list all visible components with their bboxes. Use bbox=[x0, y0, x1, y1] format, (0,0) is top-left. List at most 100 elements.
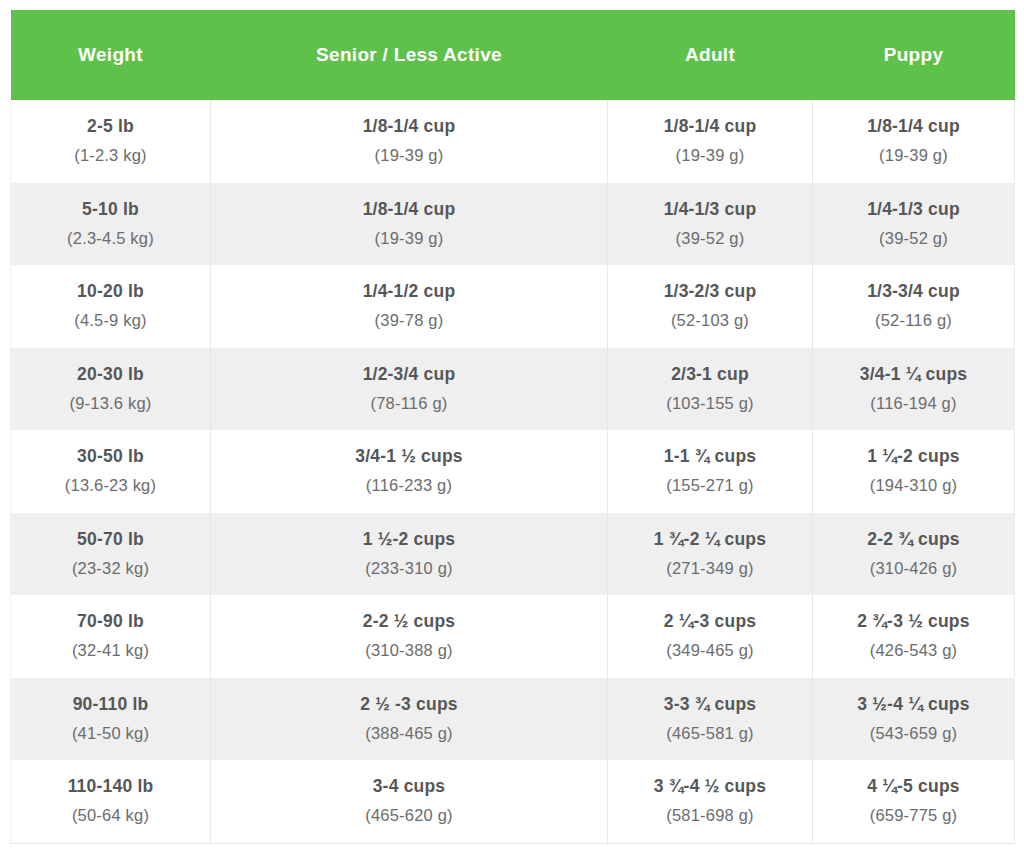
adult-cups: 1/8-1/4 cup bbox=[608, 116, 812, 137]
header-adult: Adult bbox=[608, 10, 813, 100]
header-puppy: Puppy bbox=[813, 10, 1015, 100]
adult-cups: 1 ¾-2 ¼ cups bbox=[608, 529, 812, 550]
senior-grams: (465-620 g) bbox=[211, 806, 607, 826]
cell-puppy-amount: 2-2 ¾ cups (310-426 g) bbox=[813, 513, 1015, 596]
adult-grams: (155-271 g) bbox=[608, 476, 812, 496]
adult-grams: (19-39 g) bbox=[608, 146, 812, 166]
weight-range-lb: 10-20 lb bbox=[11, 281, 210, 302]
puppy-cups: 4 ¼-5 cups bbox=[813, 776, 1014, 797]
cell-puppy-amount: 4 ¼-5 cups (659-775 g) bbox=[813, 760, 1015, 843]
cell-weight: 110-140 lb (50-64 kg) bbox=[11, 760, 211, 843]
senior-cups: 1 ½-2 cups bbox=[211, 529, 607, 550]
weight-range-kg: (9-13.6 kg) bbox=[11, 394, 210, 414]
puppy-grams: (310-426 g) bbox=[813, 559, 1014, 579]
cell-weight: 5-10 lb (2.3-4.5 kg) bbox=[11, 183, 211, 266]
senior-cups: 1/8-1/4 cup bbox=[211, 199, 607, 220]
adult-grams: (103-155 g) bbox=[608, 394, 812, 414]
weight-range-lb: 50-70 lb bbox=[11, 529, 210, 550]
cell-adult-amount: 1/4-1/3 cup (39-52 g) bbox=[608, 183, 813, 266]
puppy-grams: (19-39 g) bbox=[813, 146, 1014, 166]
senior-grams: (116-233 g) bbox=[211, 476, 607, 496]
table-row: 70-90 lb (32-41 kg) 2-2 ½ cups (310-388 … bbox=[11, 595, 1015, 678]
adult-cups: 1/3-2/3 cup bbox=[608, 281, 812, 302]
table-header: Weight Senior / Less Active Adult Puppy bbox=[11, 10, 1015, 100]
table-row: 5-10 lb (2.3-4.5 kg) 1/8-1/4 cup (19-39 … bbox=[11, 183, 1015, 266]
weight-range-kg: (1-2.3 kg) bbox=[11, 146, 210, 166]
cell-weight: 20-30 lb (9-13.6 kg) bbox=[11, 348, 211, 431]
weight-range-kg: (2.3-4.5 kg) bbox=[11, 229, 210, 249]
cell-weight: 10-20 lb (4.5-9 kg) bbox=[11, 265, 211, 348]
adult-grams: (581-698 g) bbox=[608, 806, 812, 826]
cell-senior-amount: 1/8-1/4 cup (19-39 g) bbox=[211, 183, 608, 266]
cell-adult-amount: 3 ¾-4 ½ cups (581-698 g) bbox=[608, 760, 813, 843]
weight-range-kg: (41-50 kg) bbox=[11, 724, 210, 744]
puppy-cups: 3 ½-4 ¼ cups bbox=[813, 694, 1014, 715]
cell-senior-amount: 2 ½ -3 cups (388-465 g) bbox=[211, 678, 608, 761]
senior-cups: 3/4-1 ½ cups bbox=[211, 446, 607, 467]
adult-cups: 2/3-1 cup bbox=[608, 364, 812, 385]
puppy-grams: (659-775 g) bbox=[813, 806, 1014, 826]
senior-cups: 2 ½ -3 cups bbox=[211, 694, 607, 715]
adult-cups: 2 ¼-3 cups bbox=[608, 611, 812, 632]
table-row: 20-30 lb (9-13.6 kg) 1/2-3/4 cup (78-116… bbox=[11, 348, 1015, 431]
cell-adult-amount: 2/3-1 cup (103-155 g) bbox=[608, 348, 813, 431]
puppy-grams: (39-52 g) bbox=[813, 229, 1014, 249]
cell-weight: 90-110 lb (41-50 kg) bbox=[11, 678, 211, 761]
cell-weight: 50-70 lb (23-32 kg) bbox=[11, 513, 211, 596]
puppy-cups: 2 ¾-3 ½ cups bbox=[813, 611, 1014, 632]
cell-adult-amount: 1 ¾-2 ¼ cups (271-349 g) bbox=[608, 513, 813, 596]
senior-grams: (233-310 g) bbox=[211, 559, 607, 579]
puppy-grams: (52-116 g) bbox=[813, 311, 1014, 331]
puppy-cups: 2-2 ¾ cups bbox=[813, 529, 1014, 550]
header-row: Weight Senior / Less Active Adult Puppy bbox=[11, 10, 1015, 100]
senior-grams: (19-39 g) bbox=[211, 146, 607, 166]
senior-cups: 1/8-1/4 cup bbox=[211, 116, 607, 137]
senior-cups: 2-2 ½ cups bbox=[211, 611, 607, 632]
cell-senior-amount: 1/2-3/4 cup (78-116 g) bbox=[211, 348, 608, 431]
cell-adult-amount: 1/3-2/3 cup (52-103 g) bbox=[608, 265, 813, 348]
senior-cups: 1/2-3/4 cup bbox=[211, 364, 607, 385]
weight-range-lb: 90-110 lb bbox=[11, 694, 210, 715]
cell-puppy-amount: 1/8-1/4 cup (19-39 g) bbox=[813, 100, 1015, 183]
cell-senior-amount: 3/4-1 ½ cups (116-233 g) bbox=[211, 430, 608, 513]
puppy-grams: (194-310 g) bbox=[813, 476, 1014, 496]
table-row: 30-50 lb (13.6-23 kg) 3/4-1 ½ cups (116-… bbox=[11, 430, 1015, 513]
weight-range-lb: 5-10 lb bbox=[11, 199, 210, 220]
cell-weight: 30-50 lb (13.6-23 kg) bbox=[11, 430, 211, 513]
adult-grams: (465-581 g) bbox=[608, 724, 812, 744]
adult-grams: (349-465 g) bbox=[608, 641, 812, 661]
puppy-grams: (543-659 g) bbox=[813, 724, 1014, 744]
senior-grams: (19-39 g) bbox=[211, 229, 607, 249]
puppy-cups: 1/3-3/4 cup bbox=[813, 281, 1014, 302]
adult-grams: (39-52 g) bbox=[608, 229, 812, 249]
puppy-grams: (426-543 g) bbox=[813, 641, 1014, 661]
cell-weight: 70-90 lb (32-41 kg) bbox=[11, 595, 211, 678]
cell-senior-amount: 2-2 ½ cups (310-388 g) bbox=[211, 595, 608, 678]
table-row: 2-5 lb (1-2.3 kg) 1/8-1/4 cup (19-39 g) … bbox=[11, 100, 1015, 183]
cell-senior-amount: 1 ½-2 cups (233-310 g) bbox=[211, 513, 608, 596]
cell-senior-amount: 1/4-1/2 cup (39-78 g) bbox=[211, 265, 608, 348]
senior-cups: 1/4-1/2 cup bbox=[211, 281, 607, 302]
cell-puppy-amount: 1/3-3/4 cup (52-116 g) bbox=[813, 265, 1015, 348]
senior-grams: (388-465 g) bbox=[211, 724, 607, 744]
senior-cups: 3-4 cups bbox=[211, 776, 607, 797]
cell-puppy-amount: 1/4-1/3 cup (39-52 g) bbox=[813, 183, 1015, 266]
cell-adult-amount: 1-1 ¾ cups (155-271 g) bbox=[608, 430, 813, 513]
cell-senior-amount: 3-4 cups (465-620 g) bbox=[211, 760, 608, 843]
table-row: 110-140 lb (50-64 kg) 3-4 cups (465-620 … bbox=[11, 760, 1015, 843]
weight-range-kg: (32-41 kg) bbox=[11, 641, 210, 661]
cell-adult-amount: 1/8-1/4 cup (19-39 g) bbox=[608, 100, 813, 183]
adult-grams: (52-103 g) bbox=[608, 311, 812, 331]
feeding-guide-table: Weight Senior / Less Active Adult Puppy … bbox=[10, 10, 1015, 844]
header-senior-less-active: Senior / Less Active bbox=[211, 10, 608, 100]
table-row: 90-110 lb (41-50 kg) 2 ½ -3 cups (388-46… bbox=[11, 678, 1015, 761]
cell-adult-amount: 2 ¼-3 cups (349-465 g) bbox=[608, 595, 813, 678]
puppy-cups: 1 ¼-2 cups bbox=[813, 446, 1014, 467]
adult-cups: 3 ¾-4 ½ cups bbox=[608, 776, 812, 797]
weight-range-lb: 2-5 lb bbox=[11, 116, 210, 137]
table-row: 10-20 lb (4.5-9 kg) 1/4-1/2 cup (39-78 g… bbox=[11, 265, 1015, 348]
weight-range-lb: 70-90 lb bbox=[11, 611, 210, 632]
senior-grams: (78-116 g) bbox=[211, 394, 607, 414]
weight-range-kg: (23-32 kg) bbox=[11, 559, 210, 579]
header-weight: Weight bbox=[11, 10, 211, 100]
